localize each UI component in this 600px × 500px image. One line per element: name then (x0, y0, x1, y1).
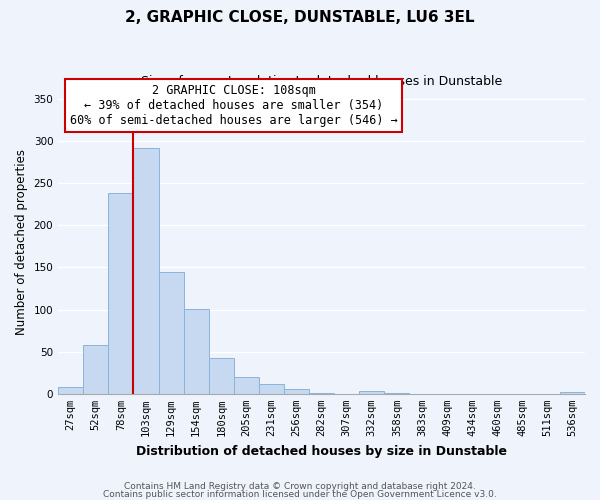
Bar (284, 389, 309, 394)
Title: Size of property relative to detached houses in Dunstable: Size of property relative to detached ho… (141, 75, 502, 88)
Text: Contains public sector information licensed under the Open Government Licence v3: Contains public sector information licen… (103, 490, 497, 499)
Bar (83, 345, 109, 394)
Bar (209, 358, 234, 394)
Text: 2 GRAPHIC CLOSE: 108sqm
← 39% of detached houses are smaller (354)
60% of semi-d: 2 GRAPHIC CLOSE: 108sqm ← 39% of detache… (70, 84, 398, 127)
Text: 2, GRAPHIC CLOSE, DUNSTABLE, LU6 3EL: 2, GRAPHIC CLOSE, DUNSTABLE, LU6 3EL (125, 10, 475, 25)
X-axis label: Distribution of detached houses by size in Dunstable: Distribution of detached houses by size … (136, 444, 507, 458)
Bar (259, 384, 284, 394)
Bar (184, 308, 209, 394)
Bar (560, 392, 585, 394)
Bar (309, 393, 334, 394)
Bar (359, 392, 385, 394)
Text: Contains HM Land Registry data © Crown copyright and database right 2024.: Contains HM Land Registry data © Crown c… (124, 482, 476, 491)
Bar (385, 393, 409, 394)
Bar (158, 272, 184, 394)
Y-axis label: Number of detached properties: Number of detached properties (15, 149, 28, 335)
Bar (133, 148, 158, 394)
Bar (234, 377, 259, 394)
Bar (58, 387, 83, 394)
Bar (109, 194, 133, 394)
